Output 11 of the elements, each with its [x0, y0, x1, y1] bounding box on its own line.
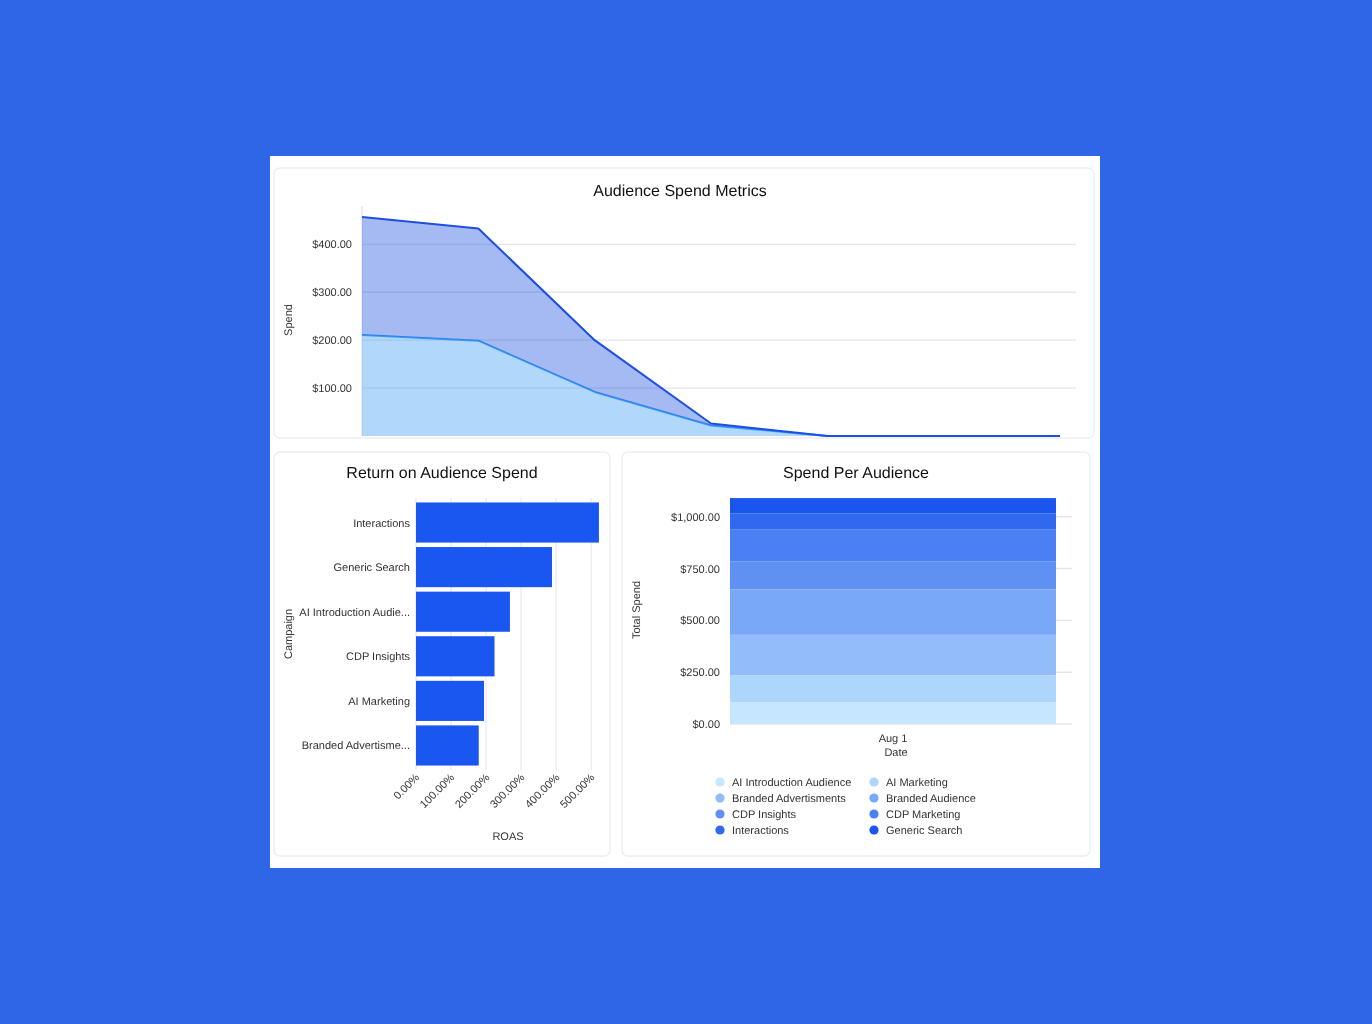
chart-title: Spend Per Audience [783, 464, 931, 482]
bar [730, 675, 1056, 703]
bar [730, 561, 1056, 590]
chart-title: Return on Audience Spend [346, 464, 538, 482]
chart-title: Audience Spend Metrics [593, 182, 767, 200]
bar [730, 498, 1056, 514]
bar [730, 529, 1056, 562]
bar [730, 589, 1056, 635]
bar [730, 702, 1056, 724]
bar [730, 513, 1056, 530]
bar [730, 634, 1056, 676]
